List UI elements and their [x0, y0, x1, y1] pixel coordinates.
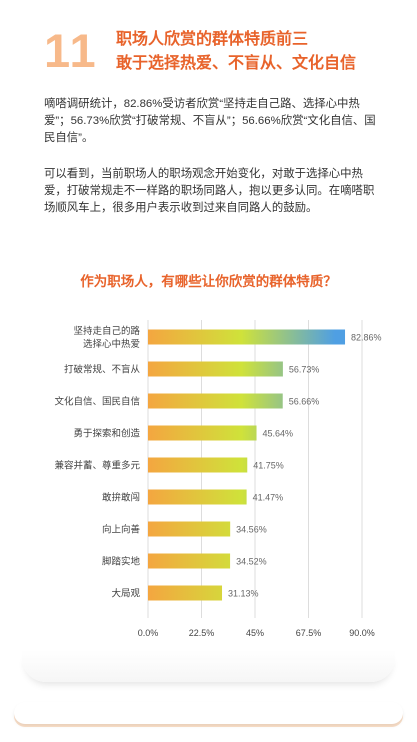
footer-bar: [14, 702, 403, 724]
bar-8: [148, 585, 223, 601]
bar-0: [148, 329, 346, 345]
bar-3: [148, 425, 257, 441]
section-number: 11: [44, 24, 98, 77]
bars: [148, 329, 346, 601]
bar-6: [148, 521, 231, 537]
bar-1: [148, 361, 283, 377]
value-label-1: 56.73%: [289, 365, 320, 375]
category-label-2: 文化自信、国民自信: [54, 396, 140, 408]
intro-paragraph: 嘀嗒调研统计，82.86%受访者欣赏“坚持走自己路、选择心中热爱”；56.73%…: [44, 98, 376, 144]
value-labels: 82.86% 56.73% 56.66% 45.64% 41.75% 41.47% 34.5…: [228, 333, 382, 599]
category-label-4: 兼容并蓄、尊重多元: [54, 460, 140, 472]
x-tick-label-4: 90.0%: [349, 628, 375, 638]
x-tick-label-0: 0.0%: [138, 628, 159, 638]
bar-2: [148, 393, 283, 409]
section-title-line-1: 职场人欣赏的群体特质前三: [116, 31, 309, 48]
analysis-paragraph: 可以看到，当前职场人的职场观念开始变化，对敢于选择心中热爱，打破常规走不一样路的…: [44, 168, 375, 214]
category-label-5: 敢拚敢闯: [102, 492, 140, 504]
x-tick-label-3: 67.5%: [296, 628, 322, 638]
bar-5: [148, 489, 247, 505]
value-label-8: 31.13%: [228, 589, 259, 599]
value-label-0: 82.86%: [351, 333, 382, 343]
category-label-6: 向上向善: [102, 524, 141, 536]
x-tick-label-1: 22.5%: [189, 628, 215, 638]
section-header: 11 职场人欣赏的群体特质前三 敢于选择热爱、不盲从、文化自信: [44, 26, 404, 82]
category-label-7: 脚踏实地: [102, 556, 141, 568]
x-tick-label-2: 45%: [246, 628, 264, 638]
chart-title: 作为职场人，有哪些让你欣赏的群体特质？: [80, 274, 337, 289]
section-title: 职场人欣赏的群体特质前三 敢于选择热爱、不盲从、文化自信: [116, 28, 356, 76]
category-labels: 坚持走自己的路选择心中热爱打破常规、不盲从文化自信、国民自信勇于探索和创造兼容并…: [54, 325, 140, 600]
bar-chart: 坚持走自己的路选择心中热爱打破常规、不盲从文化自信、国民自信勇于探索和创造兼容并…: [54, 320, 382, 638]
category-label-1: 打破常规、不盲从: [64, 364, 141, 376]
value-label-3: 45.64%: [263, 429, 294, 439]
value-label-6: 34.56%: [236, 525, 267, 535]
bar-7: [148, 553, 231, 569]
value-label-7: 34.52%: [236, 557, 267, 567]
value-label-5: 41.47%: [253, 493, 284, 503]
category-label-8: 大局观: [111, 588, 140, 600]
x-axis-ticks: 0.0% 22.5% 45% 67.5% 90.0%: [138, 628, 375, 638]
footer-card: [22, 650, 395, 682]
category-label-0: 坚持走自己的路选择心中热爱: [73, 325, 140, 350]
bar-4: [148, 457, 248, 473]
value-label-4: 41.75%: [253, 461, 284, 471]
section-title-line-2: 敢于选择热爱、不盲从、文化自信: [116, 55, 357, 72]
category-label-3: 勇于探索和创造: [73, 428, 140, 440]
value-label-2: 56.66%: [289, 397, 320, 407]
